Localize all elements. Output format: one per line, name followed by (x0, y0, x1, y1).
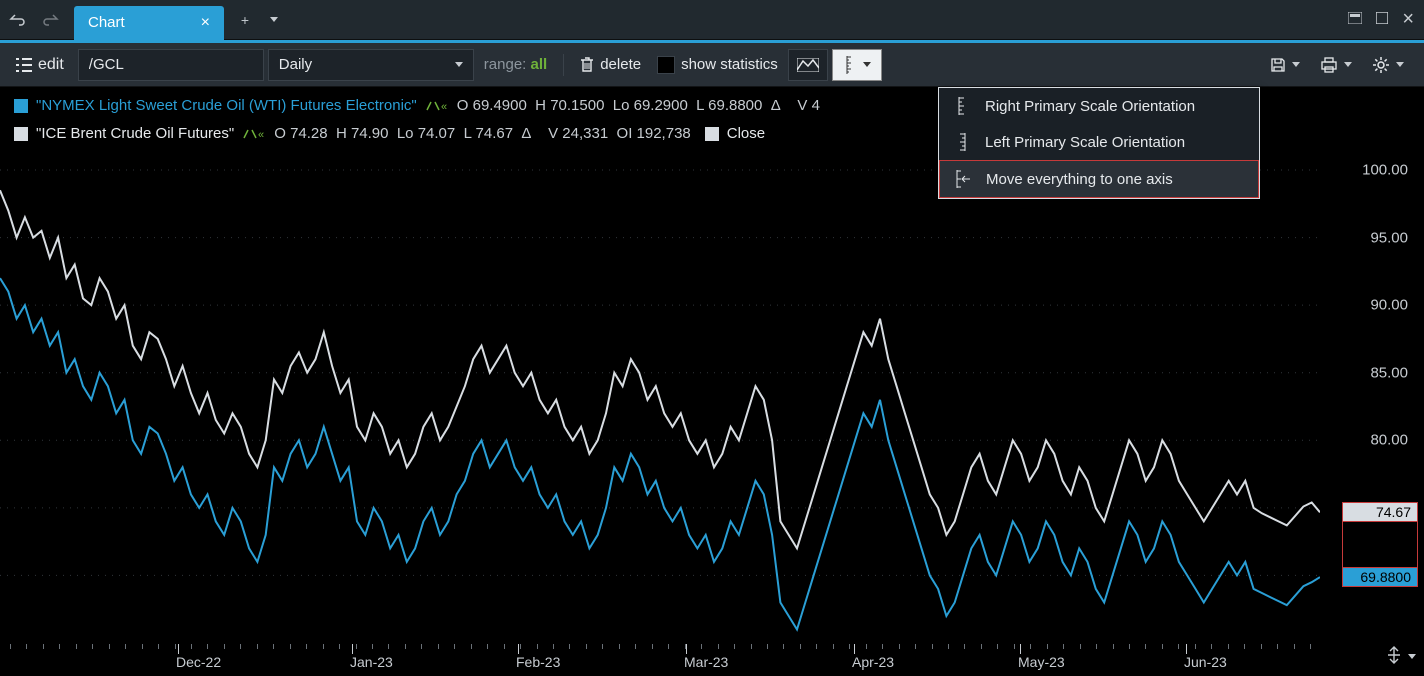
merge-axes-icon (954, 170, 972, 188)
window-close-icon[interactable]: × (1402, 8, 1414, 31)
edit-button[interactable]: edit (6, 52, 74, 78)
legend-series-1[interactable]: "NYMEX Light Sweet Crude Oil (WTI) Futur… (14, 97, 820, 114)
list-icon (16, 58, 32, 72)
legend-name: "NYMEX Light Sweet Crude Oil (WTI) Futur… (36, 97, 417, 114)
line-chart-icon (797, 58, 819, 72)
x-tick-label: Apr-23 (852, 654, 894, 670)
print-button[interactable] (1314, 57, 1358, 73)
range-label: range: (484, 56, 527, 73)
range-value: all (531, 56, 548, 73)
chevron-down-icon (1344, 62, 1352, 67)
nav-back-button[interactable] (0, 12, 34, 28)
show-statistics-toggle[interactable]: show statistics (651, 56, 784, 74)
ohlc-text: O 74.28 H 74.90 Lo 74.07 L 74.67 Δ V 24,… (274, 125, 691, 142)
print-icon (1320, 57, 1338, 73)
legend-swatch (14, 99, 28, 113)
titlebar: Chart × + × (0, 0, 1424, 40)
dropdown-label: Move everything to one axis (986, 171, 1173, 188)
chevron-down-icon (1292, 62, 1300, 67)
chart-canvas[interactable] (0, 143, 1320, 643)
window-maximize-icon[interactable] (1376, 11, 1388, 29)
fit-height-icon (1386, 646, 1402, 664)
fit-height-button[interactable] (1386, 646, 1402, 667)
legend-series-2[interactable]: "ICE Brent Crude Oil Futures" « O 74.28 … (14, 125, 765, 142)
x-axis[interactable]: Dec-22 Jan-23 Feb-23 Mar-23 Apr-23 May-23 Jun-… (0, 644, 1424, 676)
price-tag-gap (1342, 522, 1418, 567)
dropdown-item-left-scale[interactable]: Left Primary Scale Orientation (939, 124, 1259, 160)
dropdown-item-merge-axes[interactable]: Move everything to one axis (939, 160, 1259, 198)
dropdown-item-right-scale[interactable]: Right Primary Scale Orientation (939, 88, 1259, 124)
tab-menu-button[interactable] (262, 17, 286, 22)
delete-label: delete (600, 56, 641, 73)
price-tag-brent: 74.67 (1342, 502, 1418, 522)
y-tick-label: 95.00 (1370, 229, 1408, 246)
legend-name: "ICE Brent Crude Oil Futures" (36, 125, 234, 142)
y-tick-label: 100.00 (1362, 162, 1408, 179)
svg-text:«: « (441, 101, 447, 112)
x-tick-label: Jan-23 (350, 654, 393, 670)
x-tick-label: Jun-23 (1184, 654, 1227, 670)
window-detach-icon[interactable] (1348, 11, 1362, 29)
legend-swatch (14, 127, 28, 141)
scale-menu-button[interactable] (832, 49, 882, 81)
x-tick-label: May-23 (1018, 654, 1065, 670)
tab-label: Chart (88, 14, 125, 31)
save-icon (1270, 57, 1286, 73)
nav-forward-button[interactable] (34, 12, 68, 28)
range-control[interactable]: range: all (478, 56, 553, 73)
tab-close-icon[interactable]: × (201, 14, 210, 32)
delete-button[interactable]: delete (574, 56, 647, 73)
ruler-icon (843, 56, 851, 74)
color-swatch (657, 56, 675, 74)
legend-close-label: Close (727, 125, 765, 142)
y-tick-label: 85.00 (1370, 364, 1408, 381)
show-stats-label: show statistics (681, 56, 778, 73)
save-button[interactable] (1264, 57, 1306, 73)
x-tick-label: Mar-23 (684, 654, 728, 670)
ruler-left-icon (953, 133, 971, 151)
settings-button[interactable] (1366, 56, 1410, 74)
toolbar: edit Daily range: all delete show statis… (0, 43, 1424, 87)
gear-icon (1372, 56, 1390, 74)
tab-add-button[interactable]: + (228, 12, 262, 28)
y-tick-label: 80.00 (1370, 432, 1408, 449)
chevron-down-icon (1396, 62, 1404, 67)
dropdown-label: Left Primary Scale Orientation (985, 134, 1185, 151)
symbol-input[interactable] (78, 49, 264, 81)
y-tick-label: 90.00 (1370, 297, 1408, 314)
ohlc-text: O 69.4900 H 70.1500 Lo 69.2900 L 69.8800… (457, 97, 820, 114)
legend-close-swatch (705, 127, 719, 141)
separator (563, 54, 564, 76)
scale-dropdown: Right Primary Scale Orientation Left Pri… (938, 87, 1260, 199)
interval-select[interactable]: Daily (268, 49, 474, 81)
svg-text:«: « (258, 129, 264, 140)
chevron-down-icon (863, 62, 871, 67)
chevron-down-icon (455, 62, 463, 67)
trash-icon (580, 57, 594, 73)
chart-type-button[interactable] (788, 49, 828, 81)
edit-label: edit (38, 56, 64, 74)
tab-chart[interactable]: Chart × (74, 6, 224, 40)
legend-indicators-icon: « (425, 100, 449, 112)
x-tick-label: Feb-23 (516, 654, 560, 670)
chevron-down-icon[interactable] (1408, 654, 1416, 659)
legend-indicators-icon: « (242, 128, 266, 140)
ruler-right-icon (953, 97, 971, 115)
x-tick-label: Dec-22 (176, 654, 221, 670)
interval-value: Daily (279, 56, 312, 73)
y-axis[interactable]: 100.0095.0090.0085.0080.0075.0070.0074.6… (1338, 143, 1424, 643)
price-tag-wti: 69.8800 (1342, 567, 1418, 587)
dropdown-label: Right Primary Scale Orientation (985, 98, 1195, 115)
